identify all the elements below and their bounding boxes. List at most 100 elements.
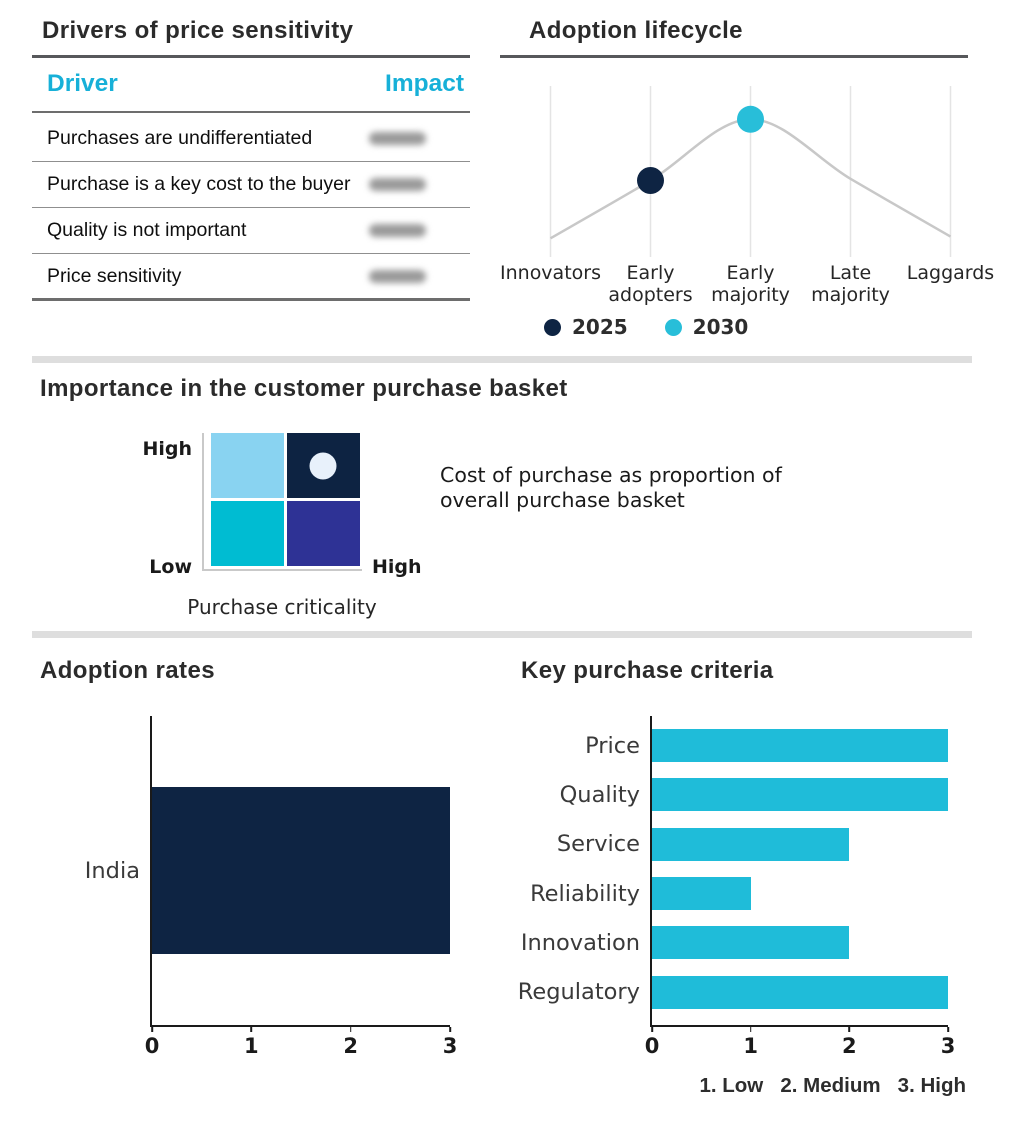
driver-table-row: Price sensitivity: [32, 254, 470, 301]
bar-reliability: [652, 877, 751, 911]
category-label: Reliability: [530, 880, 640, 907]
annotation-line-2: overall purchase basket: [440, 488, 685, 512]
drivers-table-header: Driver Impact: [32, 58, 470, 113]
lifecycle-category-label: Innovators: [500, 262, 601, 284]
x-tick-mark: [349, 1027, 352, 1032]
adoption-rates-bar-chart: India 0 1 2 3: [85, 716, 457, 1058]
legend-label: 2030: [692, 315, 749, 339]
bar-rows: Price Quality Service Reliability Innovation…: [518, 721, 948, 1017]
matrix-x-high-label: High: [372, 556, 422, 578]
x-tick-mark: [749, 1027, 752, 1032]
lifecycle-panel-title: Adoption lifecycle: [529, 17, 743, 44]
bar-service: [652, 827, 850, 861]
matrix-quadrant-cell: [286, 433, 360, 499]
drivers-table-body: Purchases are undifferentiated Purchase i…: [32, 116, 470, 301]
annotation-line-1: Cost of purchase as proportion of: [440, 463, 782, 487]
bar-row-india: India: [85, 716, 450, 1025]
matrix-quadrant-cell: [211, 500, 285, 566]
legend-dot-icon: [664, 318, 682, 336]
category-label: India: [84, 857, 140, 884]
two-by-two-matrix: [211, 433, 360, 566]
bar-regulatory: [652, 975, 948, 1009]
bar-rows: India: [85, 716, 450, 1025]
x-tick-label: 3: [940, 1034, 956, 1058]
legend-item-2025: 2025: [544, 315, 628, 339]
bar-row-innovation: Innovation: [521, 918, 948, 967]
driver-cell: Purchase is a key cost to the buyer: [47, 172, 351, 195]
category-label: Service: [556, 831, 640, 858]
lifecycle-legend: 2025 2030: [544, 315, 748, 339]
matrix-y-high-label: High: [142, 438, 192, 460]
x-tick-mark: [151, 1027, 153, 1032]
matrix-quadrant-cell: [211, 433, 285, 499]
basket-annotation-text: Cost of purchase as proportion of overal…: [440, 463, 782, 513]
position-marker-dot: [309, 452, 337, 480]
legend-label: 2025: [572, 315, 628, 339]
driver-cell: Purchases are undifferentiated: [47, 126, 313, 149]
x-tick-mark: [449, 1027, 451, 1032]
driver-table-row: Purchase is a key cost to the buyer: [32, 162, 470, 209]
legend-item-2030: 2030: [664, 315, 749, 339]
x-axis-spine: [650, 1025, 948, 1027]
section-divider-bottom: [32, 631, 972, 638]
matrix-y-low-label: Low: [149, 556, 192, 578]
category-label: Regulatory: [517, 979, 640, 1006]
impact-cell-blurred-value: [369, 177, 426, 191]
x-tick-label: 0: [144, 1034, 160, 1058]
lifecycle-category-axis: Innovators Early adopters Early majority La…: [500, 262, 994, 311]
criteria-scale-note: 1. Low 2. Medium 3. High: [699, 1074, 966, 1097]
impact-cell-blurred-value: [369, 131, 426, 145]
driver-table-row: Quality is not important: [32, 208, 470, 255]
bar-row-regulatory: Regulatory: [518, 967, 948, 1016]
key-purchase-criteria-bar-chart: Price Quality Service Reliability Innovation…: [518, 716, 955, 1058]
x-tick-label: 2: [343, 1034, 358, 1058]
lifecycle-category-label: Laggards: [906, 262, 995, 284]
drivers-title-rule: [32, 55, 470, 58]
impact-cell-blurred-value: [369, 224, 426, 238]
bar-price: [652, 729, 948, 763]
bar-row-quality: Quality: [560, 770, 948, 819]
y-axis-spine: [150, 716, 152, 1025]
column-header-impact: Impact: [385, 70, 464, 98]
impact-cell-blurred-value: [369, 269, 426, 283]
lifecycle-category-label: Early majority: [711, 262, 790, 306]
matrix-x-axis-line: [201, 569, 362, 571]
data-point-2030: [737, 105, 764, 133]
x-tick-label: 2: [842, 1034, 857, 1058]
matrix-y-axis-line: [201, 433, 204, 571]
driver-cell: Quality is not important: [47, 219, 247, 242]
lifecycle-category-label: Late majority: [811, 262, 890, 306]
x-tick-mark: [651, 1027, 653, 1032]
matrix-x-axis-title: Purchase criticality: [187, 595, 377, 619]
driver-cell: Price sensitivity: [47, 264, 182, 287]
matrix-quadrant-cell: [286, 500, 360, 566]
category-label: Quality: [559, 781, 640, 808]
column-header-driver: Driver: [47, 70, 118, 98]
drivers-panel-title: Drivers of price sensitivity: [42, 17, 354, 44]
data-point-2025: [637, 167, 664, 194]
bar-row-price: Price: [585, 721, 948, 770]
bar-innovation: [652, 926, 850, 960]
lifecycle-category-label: Early adopters: [608, 262, 693, 306]
x-axis-spine: [150, 1025, 450, 1027]
lifecycle-title-rule: [500, 55, 968, 58]
lifecycle-bell-curve-chart: [549, 86, 952, 257]
category-label: Innovation: [520, 929, 640, 956]
x-tick-label: 1: [743, 1034, 758, 1058]
bar-quality: [652, 778, 948, 812]
x-tick-mark: [947, 1027, 949, 1032]
x-tick-label: 0: [644, 1034, 660, 1058]
x-tick-label: 1: [244, 1034, 259, 1058]
bar-row-service: Service: [557, 820, 948, 869]
key-purchase-criteria-title: Key purchase criteria: [521, 657, 774, 684]
adoption-rates-title: Adoption rates: [40, 657, 215, 684]
basket-section-title: Importance in the customer purchase bask…: [40, 375, 568, 402]
category-label: Price: [585, 732, 640, 759]
x-tick-label: 3: [442, 1034, 458, 1058]
section-divider-top: [32, 356, 972, 363]
x-tick-mark: [250, 1027, 253, 1032]
driver-table-row: Purchases are undifferentiated: [32, 116, 470, 162]
bar-india: [152, 787, 450, 954]
y-axis-spine: [650, 716, 652, 1025]
